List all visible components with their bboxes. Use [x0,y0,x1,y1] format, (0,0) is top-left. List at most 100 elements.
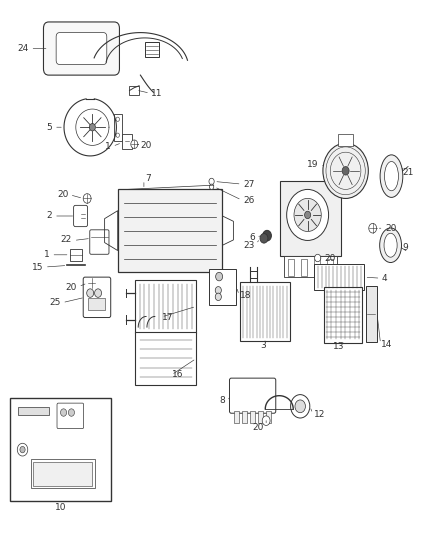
Bar [145,42,159,56]
Circle shape [95,289,102,297]
Bar [135,280,196,333]
FancyBboxPatch shape [56,33,107,64]
Text: 25: 25 [49,298,61,307]
Circle shape [215,293,221,301]
Circle shape [116,133,120,138]
Text: 18: 18 [240,290,251,300]
Bar [130,86,139,95]
Bar [288,259,294,276]
Bar [33,462,92,486]
Circle shape [342,166,349,175]
Ellipse shape [380,228,402,263]
Bar [301,259,307,276]
Circle shape [17,443,28,456]
Text: 22: 22 [60,236,72,245]
Text: 5: 5 [46,123,52,132]
Bar [88,298,105,310]
Ellipse shape [384,233,397,257]
Text: 11: 11 [151,89,163,98]
Bar [338,134,353,146]
Circle shape [304,211,311,219]
Circle shape [116,117,120,122]
Text: 8: 8 [220,396,226,405]
Bar [11,398,111,502]
Circle shape [287,189,328,240]
Text: 1: 1 [44,251,50,260]
Circle shape [215,272,223,281]
Circle shape [209,178,214,184]
Bar [31,459,95,488]
Text: 3: 3 [260,341,265,350]
Bar [324,287,362,343]
Circle shape [294,198,321,231]
Circle shape [68,409,74,416]
Text: 12: 12 [314,410,325,419]
Text: 20: 20 [57,190,68,199]
Text: 20: 20 [253,423,264,432]
Text: 14: 14 [381,340,393,349]
Circle shape [83,193,91,203]
Bar [366,286,377,342]
Bar [118,189,223,272]
Text: 2: 2 [46,212,52,221]
Circle shape [260,233,268,243]
Text: 24: 24 [18,44,29,53]
Circle shape [295,400,305,413]
FancyBboxPatch shape [74,205,88,227]
Circle shape [369,223,377,233]
Bar [314,259,320,276]
Text: 26: 26 [243,196,254,205]
Bar [242,411,247,423]
Text: 16: 16 [172,370,184,379]
Circle shape [263,230,272,241]
Text: 27: 27 [243,180,254,189]
Circle shape [323,143,368,198]
Text: 20: 20 [325,254,336,263]
Circle shape [89,124,95,131]
Circle shape [290,394,310,418]
FancyBboxPatch shape [90,230,109,254]
Bar [327,259,333,276]
Bar [122,134,132,149]
Text: 19: 19 [307,160,318,169]
Circle shape [314,254,321,262]
Text: 17: 17 [162,312,174,321]
Text: 9: 9 [403,244,408,253]
Text: 21: 21 [403,168,414,177]
Bar [285,256,337,277]
Ellipse shape [385,161,399,191]
Text: 10: 10 [55,503,66,512]
Circle shape [209,184,214,189]
Bar [70,249,82,261]
Text: 6: 6 [249,233,255,242]
Circle shape [20,447,25,453]
Bar [258,411,263,423]
Bar [280,181,341,256]
Bar [314,264,364,290]
Text: 20: 20 [66,283,77,292]
Text: 20: 20 [141,141,152,150]
FancyBboxPatch shape [43,22,120,75]
Bar [266,411,272,423]
FancyBboxPatch shape [230,378,276,413]
Circle shape [88,278,95,288]
Text: 23: 23 [244,241,255,250]
Bar [240,282,290,341]
Circle shape [60,409,67,416]
Text: 1: 1 [106,142,111,151]
FancyBboxPatch shape [83,277,111,318]
Ellipse shape [380,155,403,197]
Text: 4: 4 [381,273,387,282]
Text: 13: 13 [333,342,345,351]
Text: 20: 20 [385,224,396,233]
FancyBboxPatch shape [57,403,84,429]
Bar [250,411,255,423]
Circle shape [215,287,221,294]
Circle shape [262,416,270,425]
Circle shape [131,140,138,149]
Bar [135,333,196,384]
Bar [234,411,239,423]
Text: 7: 7 [145,174,151,183]
Bar [114,114,122,141]
Circle shape [87,289,94,297]
